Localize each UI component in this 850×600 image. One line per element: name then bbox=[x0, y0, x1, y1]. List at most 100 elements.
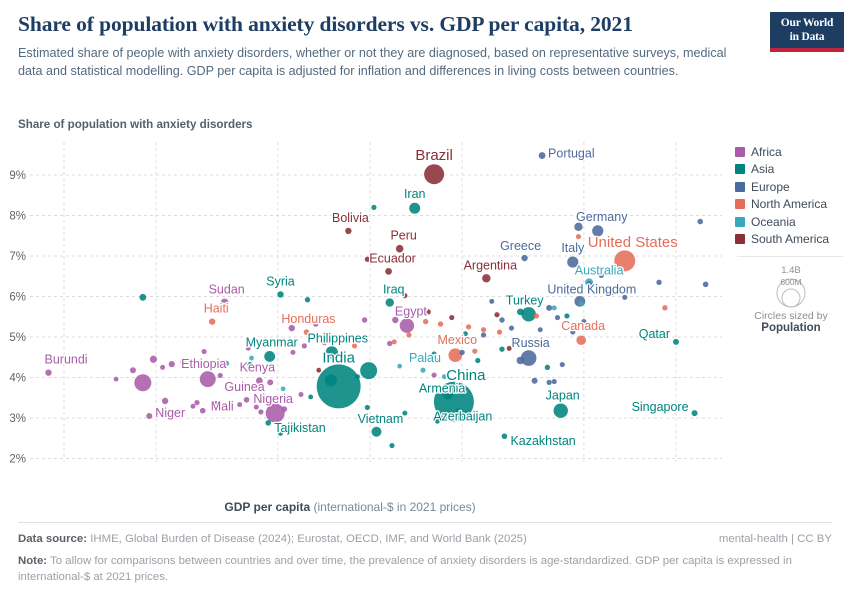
legend-item-oceania[interactable]: Oceania bbox=[735, 215, 847, 229]
data-point[interactable] bbox=[622, 294, 628, 300]
data-point[interactable] bbox=[399, 318, 415, 333]
data-point[interactable] bbox=[264, 351, 276, 362]
data-point[interactable] bbox=[537, 327, 543, 333]
data-point[interactable] bbox=[351, 343, 358, 349]
data-point[interactable] bbox=[402, 293, 408, 299]
data-point[interactable] bbox=[371, 426, 382, 437]
legend-item-north-america[interactable]: North America bbox=[735, 197, 847, 211]
data-point[interactable] bbox=[437, 321, 444, 327]
data-point[interactable] bbox=[354, 374, 360, 380]
data-point[interactable] bbox=[278, 430, 284, 436]
data-point[interactable] bbox=[129, 367, 136, 374]
data-point[interactable] bbox=[267, 379, 274, 386]
data-point[interactable] bbox=[298, 392, 304, 398]
data-point[interactable] bbox=[422, 318, 429, 325]
data-point[interactable] bbox=[436, 357, 442, 364]
data-point[interactable] bbox=[609, 289, 616, 296]
data-point[interactable] bbox=[199, 407, 206, 414]
data-point[interactable] bbox=[45, 369, 52, 376]
data-point[interactable] bbox=[324, 374, 337, 387]
data-point[interactable] bbox=[199, 371, 216, 388]
data-point[interactable] bbox=[224, 360, 230, 366]
data-point[interactable] bbox=[521, 307, 536, 322]
data-point[interactable] bbox=[506, 345, 512, 351]
data-point[interactable] bbox=[466, 324, 472, 330]
data-point[interactable] bbox=[149, 355, 158, 363]
data-point[interactable] bbox=[434, 418, 440, 424]
data-point[interactable] bbox=[567, 256, 579, 268]
data-point[interactable] bbox=[559, 361, 565, 368]
data-point[interactable] bbox=[316, 364, 361, 409]
data-point[interactable] bbox=[564, 313, 570, 319]
data-point[interactable] bbox=[586, 280, 592, 287]
data-point[interactable] bbox=[459, 349, 465, 356]
data-point[interactable] bbox=[364, 404, 370, 411]
data-point[interactable] bbox=[344, 355, 350, 362]
data-point[interactable] bbox=[371, 204, 377, 210]
data-point[interactable] bbox=[662, 305, 668, 311]
data-point[interactable] bbox=[656, 279, 662, 286]
data-point[interactable] bbox=[245, 345, 251, 351]
data-point[interactable] bbox=[443, 389, 454, 400]
data-point[interactable] bbox=[511, 337, 517, 343]
data-point[interactable] bbox=[614, 250, 636, 272]
data-point[interactable] bbox=[168, 361, 175, 368]
data-point[interactable] bbox=[323, 351, 329, 357]
data-point[interactable] bbox=[228, 386, 233, 391]
data-point[interactable] bbox=[494, 312, 500, 318]
data-point[interactable] bbox=[691, 410, 698, 417]
legend-item-south-america[interactable]: South America bbox=[735, 232, 847, 246]
data-point[interactable] bbox=[516, 308, 524, 316]
data-point[interactable] bbox=[209, 318, 216, 325]
data-point[interactable] bbox=[397, 363, 403, 369]
data-point[interactable] bbox=[472, 348, 478, 354]
data-point[interactable] bbox=[551, 305, 557, 311]
data-point[interactable] bbox=[406, 332, 412, 338]
data-point[interactable] bbox=[499, 346, 505, 352]
data-point[interactable] bbox=[533, 313, 540, 319]
footer-license[interactable]: mental-health | CC BY bbox=[718, 533, 832, 545]
data-point[interactable] bbox=[253, 404, 259, 410]
data-point[interactable] bbox=[501, 433, 508, 440]
data-point[interactable] bbox=[553, 403, 568, 418]
data-point[interactable] bbox=[697, 218, 704, 225]
data-point[interactable] bbox=[441, 374, 447, 380]
data-point[interactable] bbox=[190, 403, 196, 409]
data-point[interactable] bbox=[217, 372, 223, 379]
legend-item-europe[interactable]: Europe bbox=[735, 180, 847, 194]
data-point[interactable] bbox=[551, 378, 557, 385]
data-point[interactable] bbox=[288, 324, 295, 332]
data-point[interactable] bbox=[385, 267, 392, 275]
data-point[interactable] bbox=[565, 289, 572, 296]
data-point[interactable] bbox=[389, 442, 395, 449]
data-point[interactable] bbox=[531, 377, 538, 384]
data-point[interactable] bbox=[387, 340, 393, 347]
data-point[interactable] bbox=[265, 403, 285, 423]
data-point[interactable] bbox=[280, 386, 286, 392]
data-point[interactable] bbox=[480, 332, 487, 338]
data-point[interactable] bbox=[554, 314, 561, 321]
data-point[interactable] bbox=[653, 241, 659, 248]
data-point[interactable] bbox=[139, 293, 147, 301]
data-point[interactable] bbox=[455, 407, 462, 414]
data-point[interactable] bbox=[598, 272, 604, 279]
data-point[interactable] bbox=[180, 359, 186, 365]
legend-item-asia[interactable]: Asia bbox=[735, 162, 847, 176]
data-point[interactable] bbox=[134, 374, 152, 392]
data-point[interactable] bbox=[220, 298, 229, 307]
data-point[interactable] bbox=[316, 367, 322, 373]
data-point[interactable] bbox=[290, 349, 296, 355]
data-point[interactable] bbox=[301, 343, 307, 349]
data-point[interactable] bbox=[581, 319, 587, 325]
owid-logo[interactable]: Our World in Data bbox=[770, 12, 844, 52]
data-point[interactable] bbox=[424, 164, 445, 185]
data-point[interactable] bbox=[194, 400, 200, 406]
data-point[interactable] bbox=[392, 316, 399, 324]
data-point[interactable] bbox=[265, 420, 272, 426]
data-point[interactable] bbox=[237, 402, 243, 408]
data-point[interactable] bbox=[213, 401, 219, 406]
data-point[interactable] bbox=[160, 364, 166, 370]
data-point[interactable] bbox=[325, 346, 338, 359]
data-point[interactable] bbox=[702, 281, 709, 288]
continent-legend[interactable]: Africa Asia Europe North America Oceania Sout… bbox=[735, 145, 847, 250]
